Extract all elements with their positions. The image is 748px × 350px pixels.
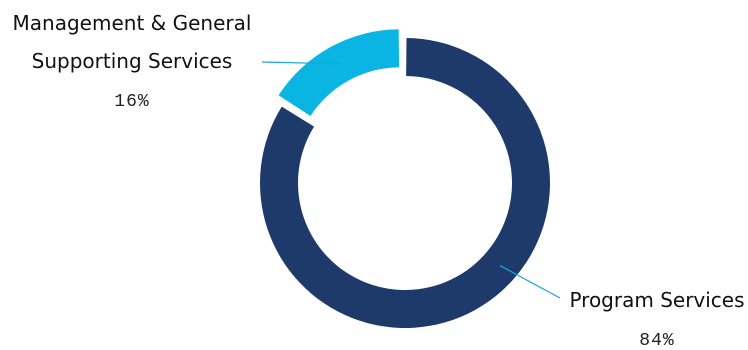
donut-slice-management-supporting xyxy=(278,29,400,116)
slice-percent-program: 84% xyxy=(639,331,674,350)
leader-line-management xyxy=(261,61,340,65)
slice-percent-management: 16% xyxy=(114,92,149,112)
slice-label-management-line-1: Management & General xyxy=(13,11,252,35)
leader-line-program xyxy=(499,265,561,299)
slice-label-program: Program Services xyxy=(569,288,744,312)
slice-label-management-line-2: Supporting Services xyxy=(32,49,233,73)
